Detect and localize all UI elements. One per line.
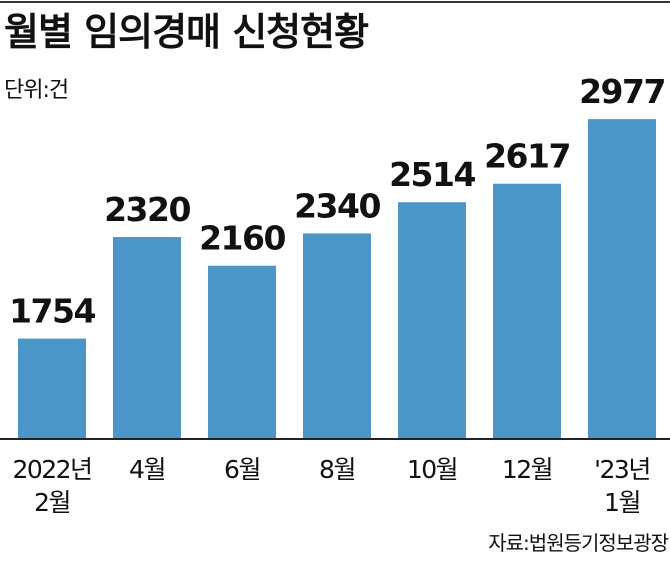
x-tick-label: 8월: [319, 455, 355, 484]
x-tick-label: 4월: [129, 455, 165, 484]
bar-value-label: 2340: [294, 186, 380, 225]
x-tick-label: 6월: [224, 455, 260, 484]
bar: [208, 265, 276, 438]
bar-value-label: 2514: [389, 155, 475, 194]
bar-value-label: 2160: [199, 219, 285, 258]
bar: [588, 119, 656, 438]
top-rule: [0, 1, 670, 3]
x-tick-label: 2022년: [12, 455, 91, 484]
x-tick-label: 10월: [407, 455, 457, 484]
x-tick-label: '23년: [594, 455, 650, 484]
x-tick-label: 2월: [34, 488, 70, 517]
bar: [303, 233, 371, 438]
x-tick-label: 12월: [502, 455, 552, 484]
bar-value-label: 1754: [9, 292, 95, 331]
source-label: 자료:법원등기정보광장: [488, 531, 669, 555]
unit-label: 단위:건: [4, 78, 69, 103]
bar-value-label: 2977: [579, 72, 665, 111]
bar-value-label: 2320: [104, 190, 190, 229]
chart-title: 월별 임의경매 신청현황: [4, 10, 369, 54]
bar: [113, 237, 181, 438]
bar: [493, 183, 561, 438]
bar: [18, 338, 86, 438]
bar: [398, 202, 466, 438]
bar-value-label: 2617: [484, 137, 570, 176]
x-tick-label: 1월: [604, 488, 640, 517]
